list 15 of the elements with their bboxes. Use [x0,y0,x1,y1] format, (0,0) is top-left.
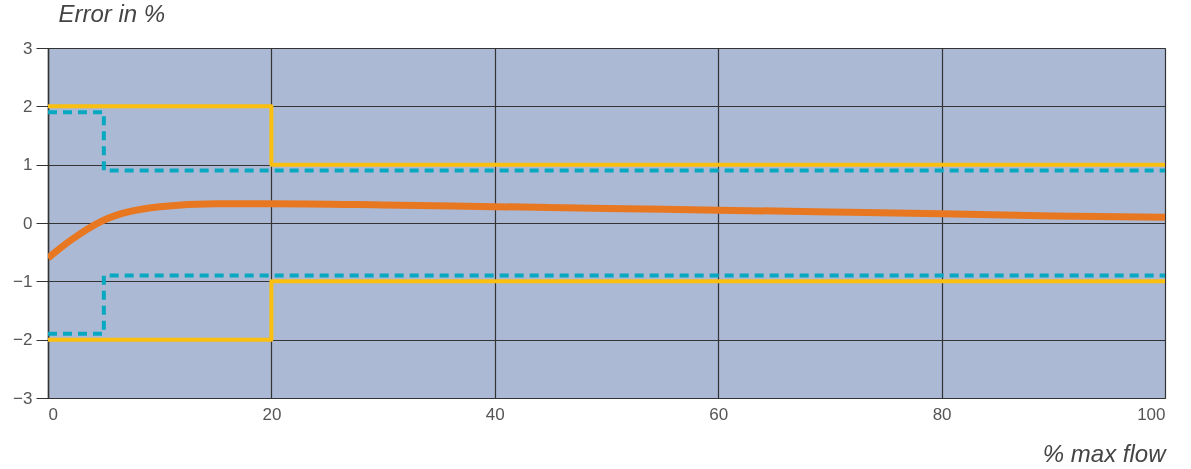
x-tick-label: 100 [1137,404,1166,424]
x-tick-label: 80 [932,404,952,424]
y-axis-title: Error in % [58,0,166,27]
x-axis-title: % max flow [1042,439,1168,467]
x-tick-label: 40 [485,404,505,424]
y-tick-label: −2 [13,330,33,350]
x-tick-label: 20 [262,404,282,424]
x-tick-label: 60 [709,404,729,424]
y-tick-label: −3 [13,388,33,408]
x-tick-label: 0 [48,404,58,424]
y-tick-label: 0 [23,213,33,233]
y-tick-label: 1 [23,155,33,175]
y-tick-label: −1 [13,271,33,291]
y-tick-label: 2 [23,96,33,116]
y-tick-label: 3 [23,38,33,58]
